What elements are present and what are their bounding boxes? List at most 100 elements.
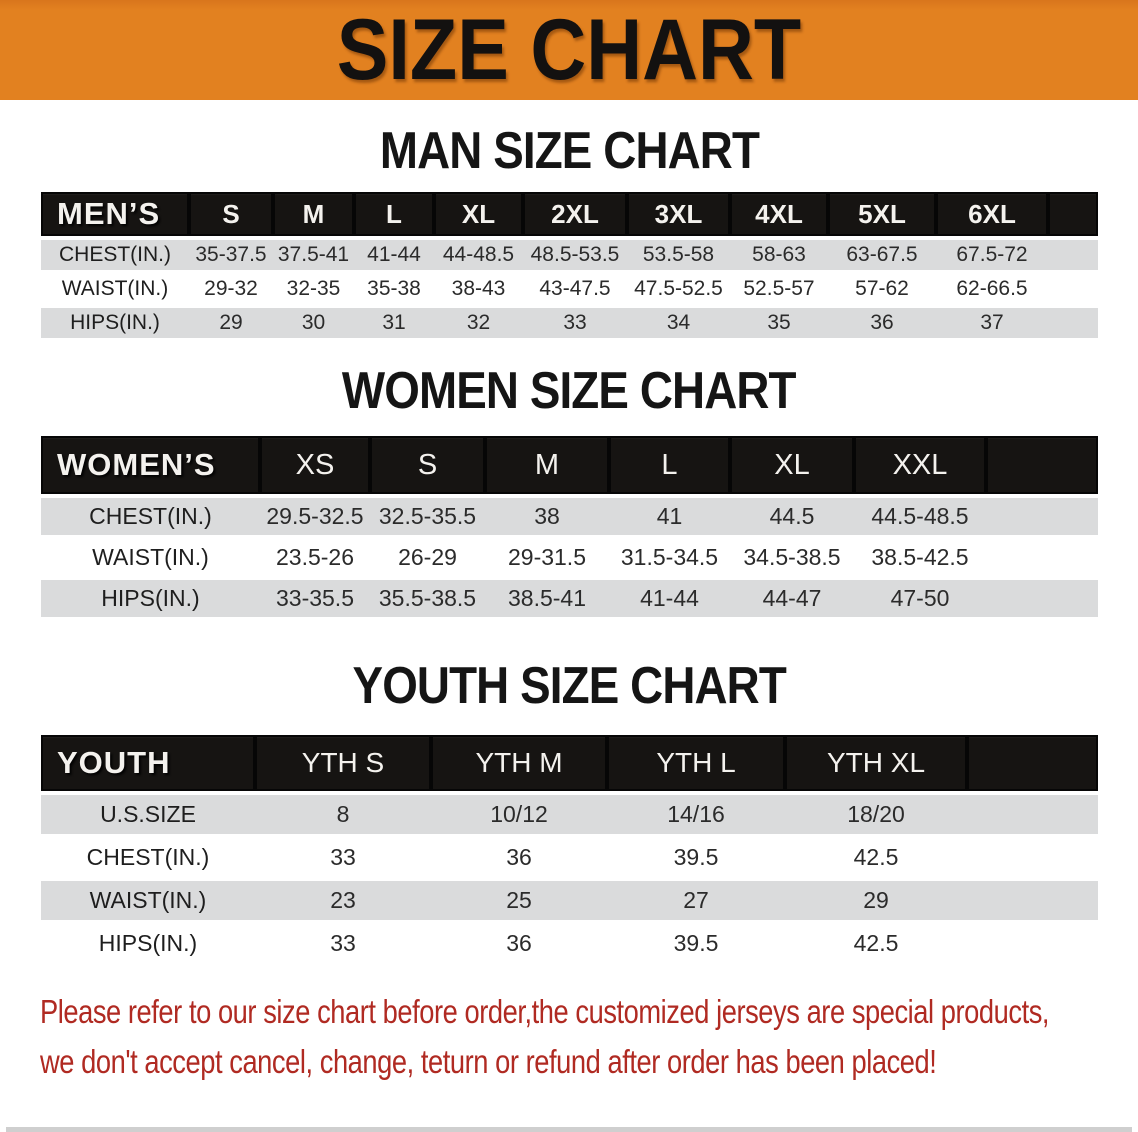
size-value: 23.5-26 (260, 539, 370, 576)
row-label: HIPS(IN.) (41, 924, 255, 963)
size-value: 37 (936, 308, 1048, 338)
size-value: 44-48.5 (434, 240, 523, 270)
filler-cell (1048, 274, 1098, 304)
filler-cell (967, 881, 1098, 920)
women-col-l: L (609, 436, 730, 494)
size-value: 48.5-53.5 (523, 240, 627, 270)
youth-col-xl: YTH XL (785, 735, 967, 791)
size-value: 34.5-38.5 (730, 539, 854, 576)
size-value: 63-67.5 (828, 240, 936, 270)
youth-col-l: YTH L (607, 735, 785, 791)
size-value: 33 (255, 924, 431, 963)
women-size-table: WOMEN’S XS S M L XL XXL CHEST(IN.) 29.5-… (41, 432, 1098, 621)
disclaimer-line-2: we don't accept cancel, change, teturn o… (40, 1042, 937, 1081)
men-col-l: L (354, 192, 434, 236)
men-hips-row: HIPS(IN.) 29 30 31 32 33 34 35 36 37 (41, 308, 1098, 338)
size-value: 33 (523, 308, 627, 338)
men-chest-row: CHEST(IN.) 35-37.5 37.5-41 41-44 44-48.5… (41, 240, 1098, 270)
row-label: CHEST(IN.) (41, 240, 189, 270)
size-value: 42.5 (785, 924, 967, 963)
disclaimer-line-1: Please refer to our size chart before or… (40, 992, 1050, 1031)
men-col-6xl: 6XL (936, 192, 1048, 236)
size-value: 32 (434, 308, 523, 338)
size-value: 67.5-72 (936, 240, 1048, 270)
size-value: 35.5-38.5 (370, 580, 485, 617)
men-col-2xl: 2XL (523, 192, 627, 236)
filler-cell (986, 539, 1098, 576)
filler-cell (967, 795, 1098, 834)
youth-section-heading: YOUTH SIZE CHART (0, 657, 1138, 715)
size-value: 38 (485, 498, 609, 535)
men-header-row: MEN’S S M L XL 2XL 3XL 4XL 5XL 6XL (41, 192, 1098, 236)
size-value: 35 (730, 308, 828, 338)
size-value: 32.5-35.5 (370, 498, 485, 535)
women-col-s: S (370, 436, 485, 494)
page-title: SIZE CHART (336, 2, 802, 98)
row-label: U.S.SIZE (41, 795, 255, 834)
youth-col-m: YTH M (431, 735, 607, 791)
bottom-edge-divider (6, 1127, 1132, 1132)
women-col-m: M (485, 436, 609, 494)
row-label: WAIST(IN.) (41, 539, 260, 576)
size-value: 35-37.5 (189, 240, 273, 270)
women-col-xs: XS (260, 436, 370, 494)
filler-cell (967, 735, 1098, 791)
women-header-row: WOMEN’S XS S M L XL XXL (41, 436, 1098, 494)
youth-ussize-row: U.S.SIZE 8 10/12 14/16 18/20 (41, 795, 1098, 834)
size-value: 31.5-34.5 (609, 539, 730, 576)
size-value: 41 (609, 498, 730, 535)
women-col-xxl: XXL (854, 436, 986, 494)
row-label: WAIST(IN.) (41, 881, 255, 920)
size-value: 29 (785, 881, 967, 920)
size-value: 29-32 (189, 274, 273, 304)
youth-heading-text: YOUTH SIZE CHART (352, 657, 786, 715)
size-value: 42.5 (785, 838, 967, 877)
size-value: 29-31.5 (485, 539, 609, 576)
row-label: CHEST(IN.) (41, 498, 260, 535)
size-value: 44.5-48.5 (854, 498, 986, 535)
men-table-title: MEN’S (41, 192, 189, 236)
women-chest-row: CHEST(IN.) 29.5-32.5 32.5-35.5 38 41 44.… (41, 498, 1098, 535)
youth-chest-row: CHEST(IN.) 33 36 39.5 42.5 (41, 838, 1098, 877)
size-value: 29.5-32.5 (260, 498, 370, 535)
row-label: CHEST(IN.) (41, 838, 255, 877)
filler-cell (967, 924, 1098, 963)
size-value: 37.5-41 (273, 240, 354, 270)
size-value: 33-35.5 (260, 580, 370, 617)
men-waist-row: WAIST(IN.) 29-32 32-35 35-38 38-43 43-47… (41, 274, 1098, 304)
youth-header-row: YOUTH YTH S YTH M YTH L YTH XL (41, 735, 1098, 791)
size-value: 32-35 (273, 274, 354, 304)
women-col-xl: XL (730, 436, 854, 494)
size-value: 36 (431, 924, 607, 963)
disclaimer-note: Please refer to our size chart before or… (0, 987, 1138, 1087)
men-col-xl: XL (434, 192, 523, 236)
filler-cell (986, 436, 1098, 494)
size-value: 29 (189, 308, 273, 338)
size-value: 62-66.5 (936, 274, 1048, 304)
filler-cell (1048, 308, 1098, 338)
size-value: 39.5 (607, 838, 785, 877)
row-label: WAIST(IN.) (41, 274, 189, 304)
size-value: 58-63 (730, 240, 828, 270)
size-value: 57-62 (828, 274, 936, 304)
size-value: 10/12 (431, 795, 607, 834)
size-value: 41-44 (609, 580, 730, 617)
size-value: 53.5-58 (627, 240, 730, 270)
size-value: 34 (627, 308, 730, 338)
size-value: 35-38 (354, 274, 434, 304)
size-value: 44.5 (730, 498, 854, 535)
size-value: 47-50 (854, 580, 986, 617)
row-label: HIPS(IN.) (41, 580, 260, 617)
size-value: 8 (255, 795, 431, 834)
size-value: 14/16 (607, 795, 785, 834)
size-value: 30 (273, 308, 354, 338)
youth-waist-row: WAIST(IN.) 23 25 27 29 (41, 881, 1098, 920)
size-value: 27 (607, 881, 785, 920)
filler-cell (1048, 240, 1098, 270)
size-value: 44-47 (730, 580, 854, 617)
women-table-title: WOMEN’S (41, 436, 260, 494)
youth-col-s: YTH S (255, 735, 431, 791)
size-value: 41-44 (354, 240, 434, 270)
filler-cell (1048, 192, 1098, 236)
men-size-table: MEN’S S M L XL 2XL 3XL 4XL 5XL 6XL CHEST… (41, 188, 1098, 342)
